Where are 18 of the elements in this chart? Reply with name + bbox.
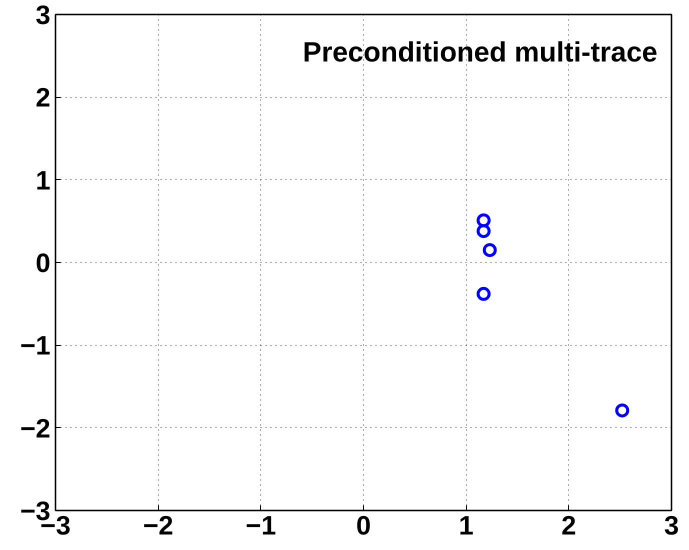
- x-tick-label: 3: [664, 510, 679, 540]
- point: [476, 224, 491, 238]
- text: Preconditioned multi-trace: [302, 36, 658, 68]
- x-tick-label: −1: [246, 510, 276, 540]
- point: [476, 213, 491, 228]
- y-tick-label: −1: [20, 330, 51, 361]
- point: [482, 243, 497, 258]
- x-tick-label: 1: [458, 510, 474, 540]
- point: [476, 286, 491, 301]
- y-tick-label: −2: [20, 413, 51, 444]
- x-tick-label: 0: [356, 510, 371, 540]
- y-tick-label: 3: [36, 0, 51, 30]
- y-tick-label: 0: [36, 248, 51, 278]
- x-tick-label: 2: [561, 510, 576, 540]
- y-tick-label: 2: [36, 82, 51, 113]
- point: [615, 403, 630, 418]
- x-tick-label: −2: [142, 510, 174, 540]
- y-tick-label: 1: [36, 165, 51, 196]
